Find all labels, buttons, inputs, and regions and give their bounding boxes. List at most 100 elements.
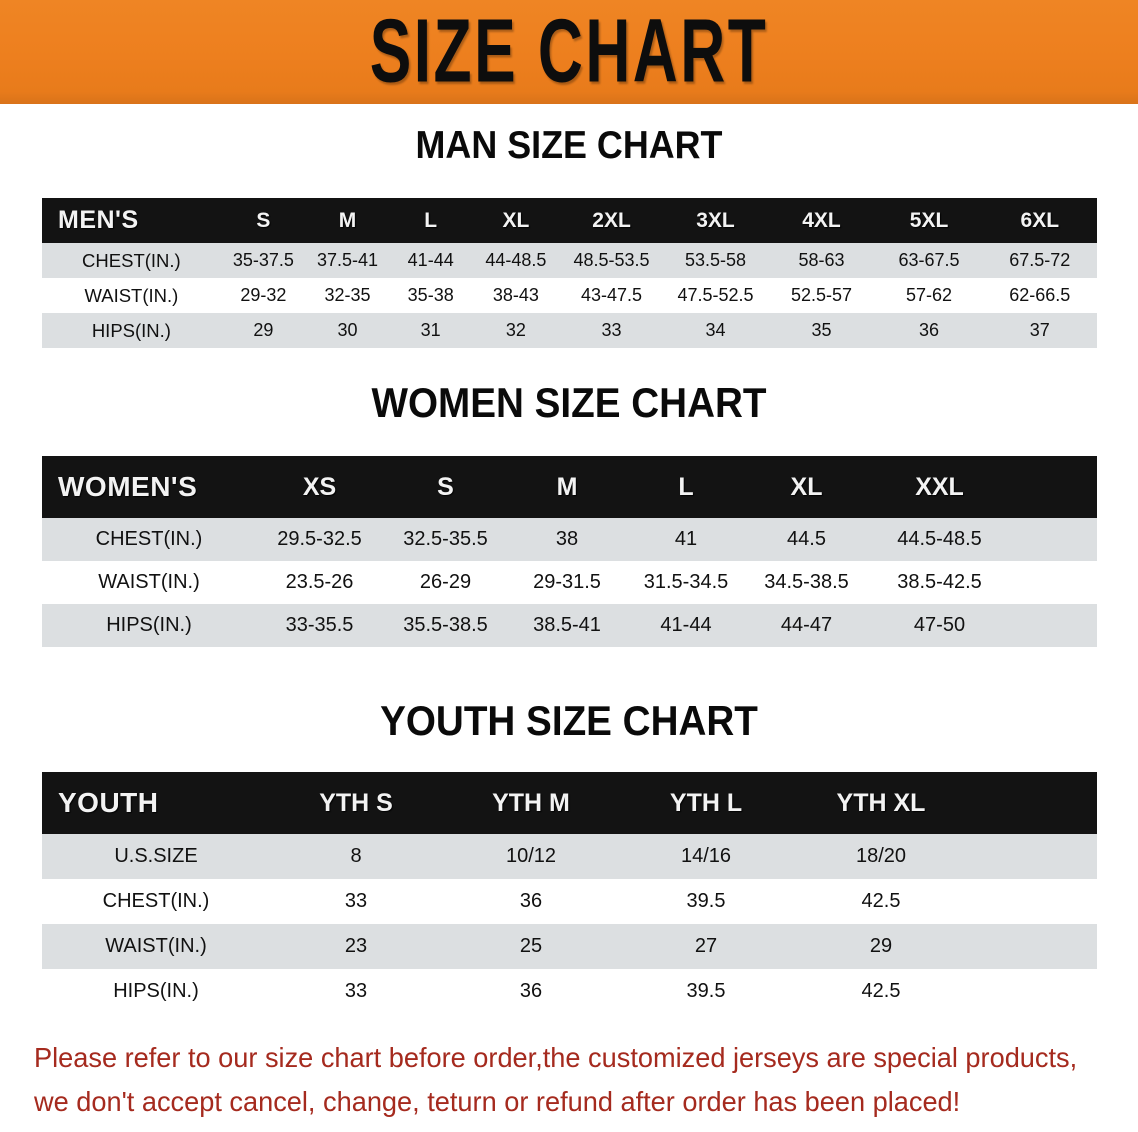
man-cell: 30 xyxy=(337,320,358,340)
man-size-table: MEN'S S M L XL 2XL 3XL 4XL 5XL 6XL CHEST(IN.) 35-3… xyxy=(42,198,1097,348)
disclaimer-line-2: we don't accept cancel, change, teturn o… xyxy=(34,1086,961,1117)
youth-column-header: YTH M xyxy=(492,788,570,817)
youth-cell: 33 xyxy=(344,890,368,912)
youth-cell: 29 xyxy=(869,935,893,957)
man-column-header: 5XL xyxy=(909,208,949,232)
man-cell: 41-44 xyxy=(407,250,454,270)
women-cell: 41-44 xyxy=(660,614,712,636)
man-cell: 58-63 xyxy=(798,250,845,270)
man-cell: 29-32 xyxy=(240,285,287,305)
man-cell: 32 xyxy=(505,320,526,340)
women-cell: 38.5-41 xyxy=(533,614,601,636)
man-corner-header: MEN'S xyxy=(58,206,139,234)
youth-corner-header: YOUTH xyxy=(58,787,159,818)
youth-cell: 10/12 xyxy=(505,845,557,867)
women-cell-filler xyxy=(1012,518,1097,561)
youth-cell: 42.5 xyxy=(861,980,901,1002)
youth-section-title: YOUTH SIZE CHART xyxy=(380,697,758,744)
youth-cell: 36 xyxy=(519,980,543,1002)
youth-column-header: YTH S xyxy=(319,788,393,817)
man-cell: 57-62 xyxy=(906,285,953,305)
women-cell-filler xyxy=(1012,604,1097,647)
man-cell: 52.5-57 xyxy=(790,285,853,305)
man-cell: 62-66.5 xyxy=(1009,285,1071,305)
women-cell: 33-35.5 xyxy=(285,614,354,636)
women-cell: 32.5-35.5 xyxy=(403,528,488,550)
youth-row-label: WAIST(IN.) xyxy=(105,935,207,957)
youth-column-header: YTH L xyxy=(669,788,743,817)
women-column-header: L xyxy=(678,472,694,501)
women-row-label: WAIST(IN.) xyxy=(98,571,200,593)
man-cell: 35-37.5 xyxy=(232,250,294,270)
women-cell: 31.5-34.5 xyxy=(643,571,729,593)
man-column-header: 3XL xyxy=(696,208,735,232)
banner-title: SIZE CHART xyxy=(369,1,769,102)
man-cell: 43-47.5 xyxy=(581,285,643,305)
table-row: WAIST(IN.) 23 25 27 29 xyxy=(42,924,1097,969)
man-cell: 29 xyxy=(253,320,274,340)
youth-cell: 8 xyxy=(350,845,362,867)
man-section-title: MAN SIZE CHART xyxy=(415,124,723,167)
order-disclaimer: Please refer to our size chart before or… xyxy=(34,1036,1104,1124)
youth-cell-filler xyxy=(970,969,1097,1014)
table-row: HIPS(IN.) 33 36 39.5 42.5 xyxy=(42,969,1097,1014)
youth-column-header-filler xyxy=(970,772,1097,834)
man-cell: 35 xyxy=(811,320,832,340)
table-body: CHEST(IN.) 29.5-32.5 32.5-35.5 38 41 44.5 44.5… xyxy=(42,518,1097,647)
youth-cell: 27 xyxy=(694,935,718,957)
women-cell: 29-31.5 xyxy=(533,571,601,593)
women-cell: 35.5-38.5 xyxy=(403,614,488,636)
man-cell: 47.5-52.5 xyxy=(677,285,754,305)
man-row-label: CHEST(IN.) xyxy=(82,249,181,271)
women-cell: 44.5-48.5 xyxy=(897,528,982,550)
women-column-header: XL xyxy=(790,472,823,501)
man-cell: 32-35 xyxy=(324,285,371,305)
man-cell: 36 xyxy=(919,320,940,340)
man-column-header: 2XL xyxy=(592,208,631,232)
women-row-label: CHEST(IN.) xyxy=(95,528,203,550)
women-cell: 34.5-38.5 xyxy=(764,571,849,593)
table-row: CHEST(IN.) 29.5-32.5 32.5-35.5 38 41 44.5 44.5… xyxy=(42,518,1097,561)
man-column-header: L xyxy=(424,208,438,232)
table-header-row: YOUTH YTH S YTH M YTH L YTH XL xyxy=(42,772,1097,834)
man-cell: 37.5-41 xyxy=(317,250,379,270)
man-row-label: HIPS(IN.) xyxy=(91,319,171,341)
youth-cell: 23 xyxy=(344,935,368,957)
man-cell: 35-38 xyxy=(407,285,454,305)
disclaimer-line-1: Please refer to our size chart before or… xyxy=(34,1042,1078,1073)
table-row: HIPS(IN.) 33-35.5 35.5-38.5 38.5-41 41-44 44-… xyxy=(42,604,1097,647)
man-column-header: S xyxy=(256,208,271,232)
youth-cell: 14/16 xyxy=(680,845,732,867)
youth-cell: 18/20 xyxy=(855,845,907,867)
man-cell: 44-48.5 xyxy=(485,250,547,270)
table-header-row: WOMEN'S XS S M L XL XXL xyxy=(42,456,1097,518)
youth-cell-filler xyxy=(970,924,1097,969)
table-row: WAIST(IN.) 29-32 32-35 35-38 38-43 43-47.5 47.… xyxy=(42,278,1097,313)
youth-cell-filler xyxy=(970,834,1097,879)
man-column-header: 6XL xyxy=(1020,208,1060,232)
youth-column-header: YTH XL xyxy=(836,788,926,817)
women-cell-filler xyxy=(1012,561,1097,604)
youth-cell: 39.5 xyxy=(686,980,726,1002)
man-cell: 37 xyxy=(1029,320,1050,340)
women-cell: 29.5-32.5 xyxy=(277,528,362,550)
table-row: U.S.SIZE 8 10/12 14/16 18/20 xyxy=(42,834,1097,879)
man-cell: 53.5-58 xyxy=(684,250,746,270)
man-cell: 33 xyxy=(601,320,622,340)
women-cell: 44.5 xyxy=(787,528,826,550)
women-section-title: WOMEN SIZE CHART xyxy=(371,379,767,426)
man-row-label: WAIST(IN.) xyxy=(84,284,179,306)
page-banner: SIZE CHART xyxy=(0,0,1138,104)
table-header-row: MEN'S S M L XL 2XL 3XL 4XL 5XL 6XL xyxy=(42,198,1097,243)
table-row: WAIST(IN.) 23.5-26 26-29 29-31.5 31.5-34.5 34… xyxy=(42,561,1097,604)
man-cell: 31 xyxy=(420,320,441,340)
table-row: CHEST(IN.) 35-37.5 37.5-41 41-44 44-48.5 48.5… xyxy=(42,243,1097,278)
women-cell: 38 xyxy=(555,528,579,550)
youth-cell-filler xyxy=(970,879,1097,924)
man-cell: 63-67.5 xyxy=(898,250,960,270)
youth-row-label: CHEST(IN.) xyxy=(102,890,210,912)
youth-row-label: U.S.SIZE xyxy=(114,845,198,867)
women-column-header-filler xyxy=(1012,456,1097,518)
women-size-table: WOMEN'S XS S M L XL XXL CHEST(IN.) 29.5-32.5 32.… xyxy=(42,456,1097,647)
